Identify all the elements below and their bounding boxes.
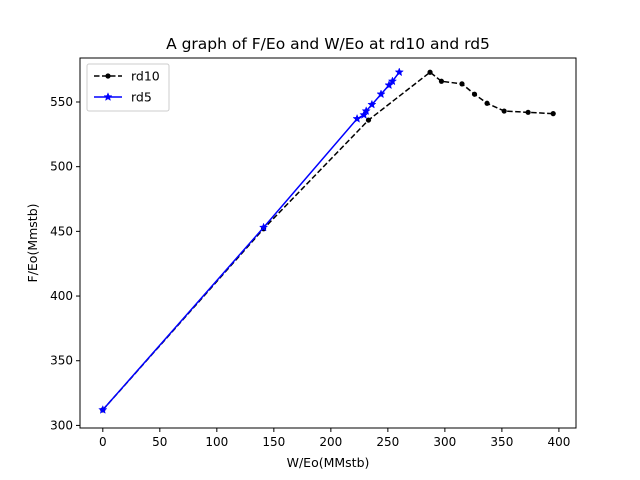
y-axis: 300 350 400 450 500 550 [50, 95, 80, 432]
data-point [98, 404, 108, 414]
x-tick-label: 100 [205, 435, 228, 449]
y-axis-label: F/Eo(Mmstb) [25, 203, 40, 282]
data-point [459, 81, 465, 87]
series-rd10 [100, 69, 556, 413]
data-point [394, 67, 404, 77]
y-tick-label: 350 [50, 354, 73, 368]
x-tick-label: 350 [490, 435, 513, 449]
x-axis-label: W/Eo(MMstb) [287, 455, 370, 470]
x-axis: 0 50 100 150 200 250 300 350 400 [99, 428, 570, 449]
data-point [387, 76, 398, 86]
legend-item-rd5: rd5 [94, 90, 152, 105]
series-line-rd10 [102, 71, 554, 411]
legend: rd10 rd5 [86, 63, 170, 112]
data-point [352, 113, 362, 123]
data-point [438, 78, 445, 84]
legend-label: rd5 [131, 90, 152, 105]
x-tick-label: 150 [262, 435, 285, 449]
x-tick-label: 0 [99, 435, 107, 449]
data-point [365, 117, 372, 123]
y-tick-label: 500 [50, 160, 73, 174]
x-tick-label: 300 [433, 435, 456, 449]
y-tick-label: 550 [50, 95, 73, 109]
x-tick-label: 250 [376, 435, 399, 449]
legend-item-rd10: rd10 [94, 69, 160, 84]
series-rd5 [98, 67, 404, 414]
legend-label: rd10 [131, 69, 160, 84]
data-point [376, 89, 386, 99]
legend-marker [105, 73, 111, 79]
data-point [471, 91, 478, 97]
x-tick-label: 400 [547, 435, 570, 449]
data-point [484, 100, 490, 106]
data-point [550, 111, 556, 117]
y-tick-label: 400 [50, 289, 73, 303]
chart-title: A graph of F/Eo and W/Eo at rd10 and rd5 [166, 35, 490, 53]
series-line-rd5 [102, 71, 400, 411]
data-point [361, 106, 371, 116]
y-tick-label: 450 [50, 224, 73, 238]
data-point [367, 99, 377, 109]
plot-frame [79, 57, 577, 429]
y-tick-label: 300 [50, 418, 73, 432]
x-tick-label: 50 [152, 435, 167, 449]
series-layer [98, 67, 556, 414]
legend-marker [103, 92, 113, 101]
data-point [525, 109, 531, 115]
x-tick-label: 200 [319, 435, 342, 449]
data-point [501, 108, 507, 114]
data-point [384, 80, 394, 90]
data-point [258, 222, 269, 232]
data-point [427, 69, 433, 75]
